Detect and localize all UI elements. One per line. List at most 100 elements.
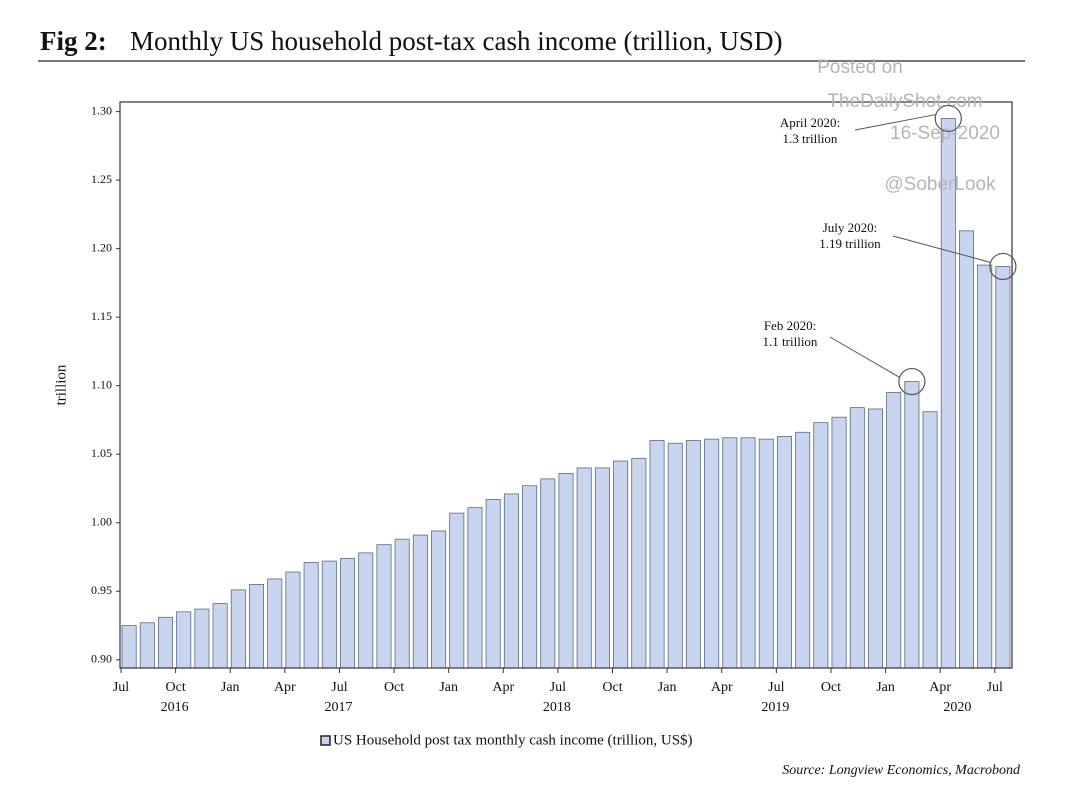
bar [285, 571, 301, 669]
bar [503, 493, 519, 669]
bar [776, 435, 792, 669]
watermark: Posted on [817, 57, 903, 78]
bar [358, 552, 374, 669]
annotation: July 2020: [823, 220, 878, 235]
bar [813, 422, 829, 669]
bar [522, 485, 538, 669]
bar [977, 264, 993, 669]
bar [722, 437, 738, 669]
bar [867, 408, 883, 669]
bar [576, 467, 592, 669]
bar [303, 562, 319, 669]
annotation-line [854, 113, 937, 131]
bar [431, 530, 447, 669]
bar [649, 440, 665, 669]
bar [613, 460, 629, 669]
x-tick-label: Apr [711, 680, 733, 695]
annotation-circle [934, 104, 962, 133]
x-year-label: 2017 [324, 700, 352, 715]
y-tick-label: 1.10 [91, 377, 112, 391]
bar [995, 266, 1011, 669]
watermark: TheDailyShot.com [827, 91, 982, 112]
annotation: 1.19 trillion [819, 236, 881, 251]
y-tick-label: 0.90 [91, 652, 112, 666]
x-tick-label: Oct [166, 680, 186, 695]
y-axis-label: trillion [53, 364, 69, 405]
bar [631, 457, 647, 669]
annotation-line [892, 235, 992, 263]
x-tick-label: Apr [492, 680, 514, 695]
chart-title: Monthly US household post-tax cash incom… [130, 26, 782, 56]
y-tick-label: 1.05 [91, 446, 112, 460]
annotation-line [829, 336, 901, 379]
bar [540, 478, 556, 669]
bar [139, 622, 155, 669]
bar [558, 472, 574, 669]
watermark: @SoberLook [884, 174, 996, 195]
x-tick-label: Apr [929, 680, 951, 695]
bar [485, 499, 501, 669]
bar [849, 407, 865, 669]
legend-label: US Household post tax monthly cash incom… [333, 732, 693, 748]
x-tick-label: Jul [987, 680, 1003, 695]
bar [267, 578, 283, 669]
bar [249, 584, 265, 669]
annotation: April 2020: [780, 115, 840, 130]
bar [467, 507, 483, 669]
x-tick-label: Jan [876, 680, 895, 695]
bar [667, 442, 683, 669]
bar [194, 608, 210, 669]
x-tick-label: Oct [384, 680, 404, 695]
bar [795, 431, 811, 669]
bar [340, 557, 356, 669]
legend-swatch [320, 735, 331, 746]
y-tick-label: 1.15 [91, 309, 112, 323]
bar [704, 438, 720, 669]
y-tick-label: 1.25 [91, 172, 112, 186]
annotation: Feb 2020: [764, 318, 816, 333]
bar [158, 616, 174, 669]
annotation: 1.3 trillion [783, 131, 838, 146]
bar [176, 611, 192, 669]
y-tick-label: 1.00 [91, 514, 112, 528]
source: Source: Longview Economics, Macrobond [782, 763, 1021, 778]
x-tick-label: Jan [658, 680, 677, 695]
bar [376, 544, 392, 669]
x-year-label: 2020 [943, 700, 971, 715]
x-tick-label: Jul [331, 680, 347, 695]
bar [394, 538, 410, 669]
annotation-circle [989, 252, 1017, 281]
x-tick-label: Oct [602, 680, 622, 695]
bar [230, 589, 246, 669]
bar [958, 230, 974, 669]
x-year-label: 2018 [543, 700, 571, 715]
watermark: 16-Sep-2020 [890, 123, 1000, 144]
y-tick-label: 0.95 [91, 583, 112, 597]
bar [685, 440, 701, 669]
bar [922, 411, 938, 669]
title-prefix: Fig 2: [40, 26, 107, 56]
bar [449, 512, 465, 669]
x-tick-label: Oct [821, 680, 841, 695]
x-tick-label: Jul [550, 680, 566, 695]
bar [740, 437, 756, 669]
x-tick-label: Jan [221, 680, 240, 695]
bar [886, 392, 902, 669]
x-tick-label: Jan [439, 680, 458, 695]
plot-frame [119, 101, 1013, 669]
y-tick-label: 1.30 [91, 103, 112, 117]
annotation: 1.1 trillion [763, 334, 818, 349]
y-tick-label: 1.20 [91, 240, 112, 254]
bar [321, 560, 337, 669]
x-tick-label: Jul [113, 680, 129, 695]
bar [940, 118, 956, 669]
bar [758, 438, 774, 669]
x-year-label: 2016 [161, 700, 189, 715]
bar [212, 603, 228, 669]
bar [594, 467, 610, 669]
annotation-circle [898, 367, 926, 396]
bar [831, 416, 847, 669]
x-year-label: 2019 [761, 700, 789, 715]
bar [121, 625, 137, 669]
